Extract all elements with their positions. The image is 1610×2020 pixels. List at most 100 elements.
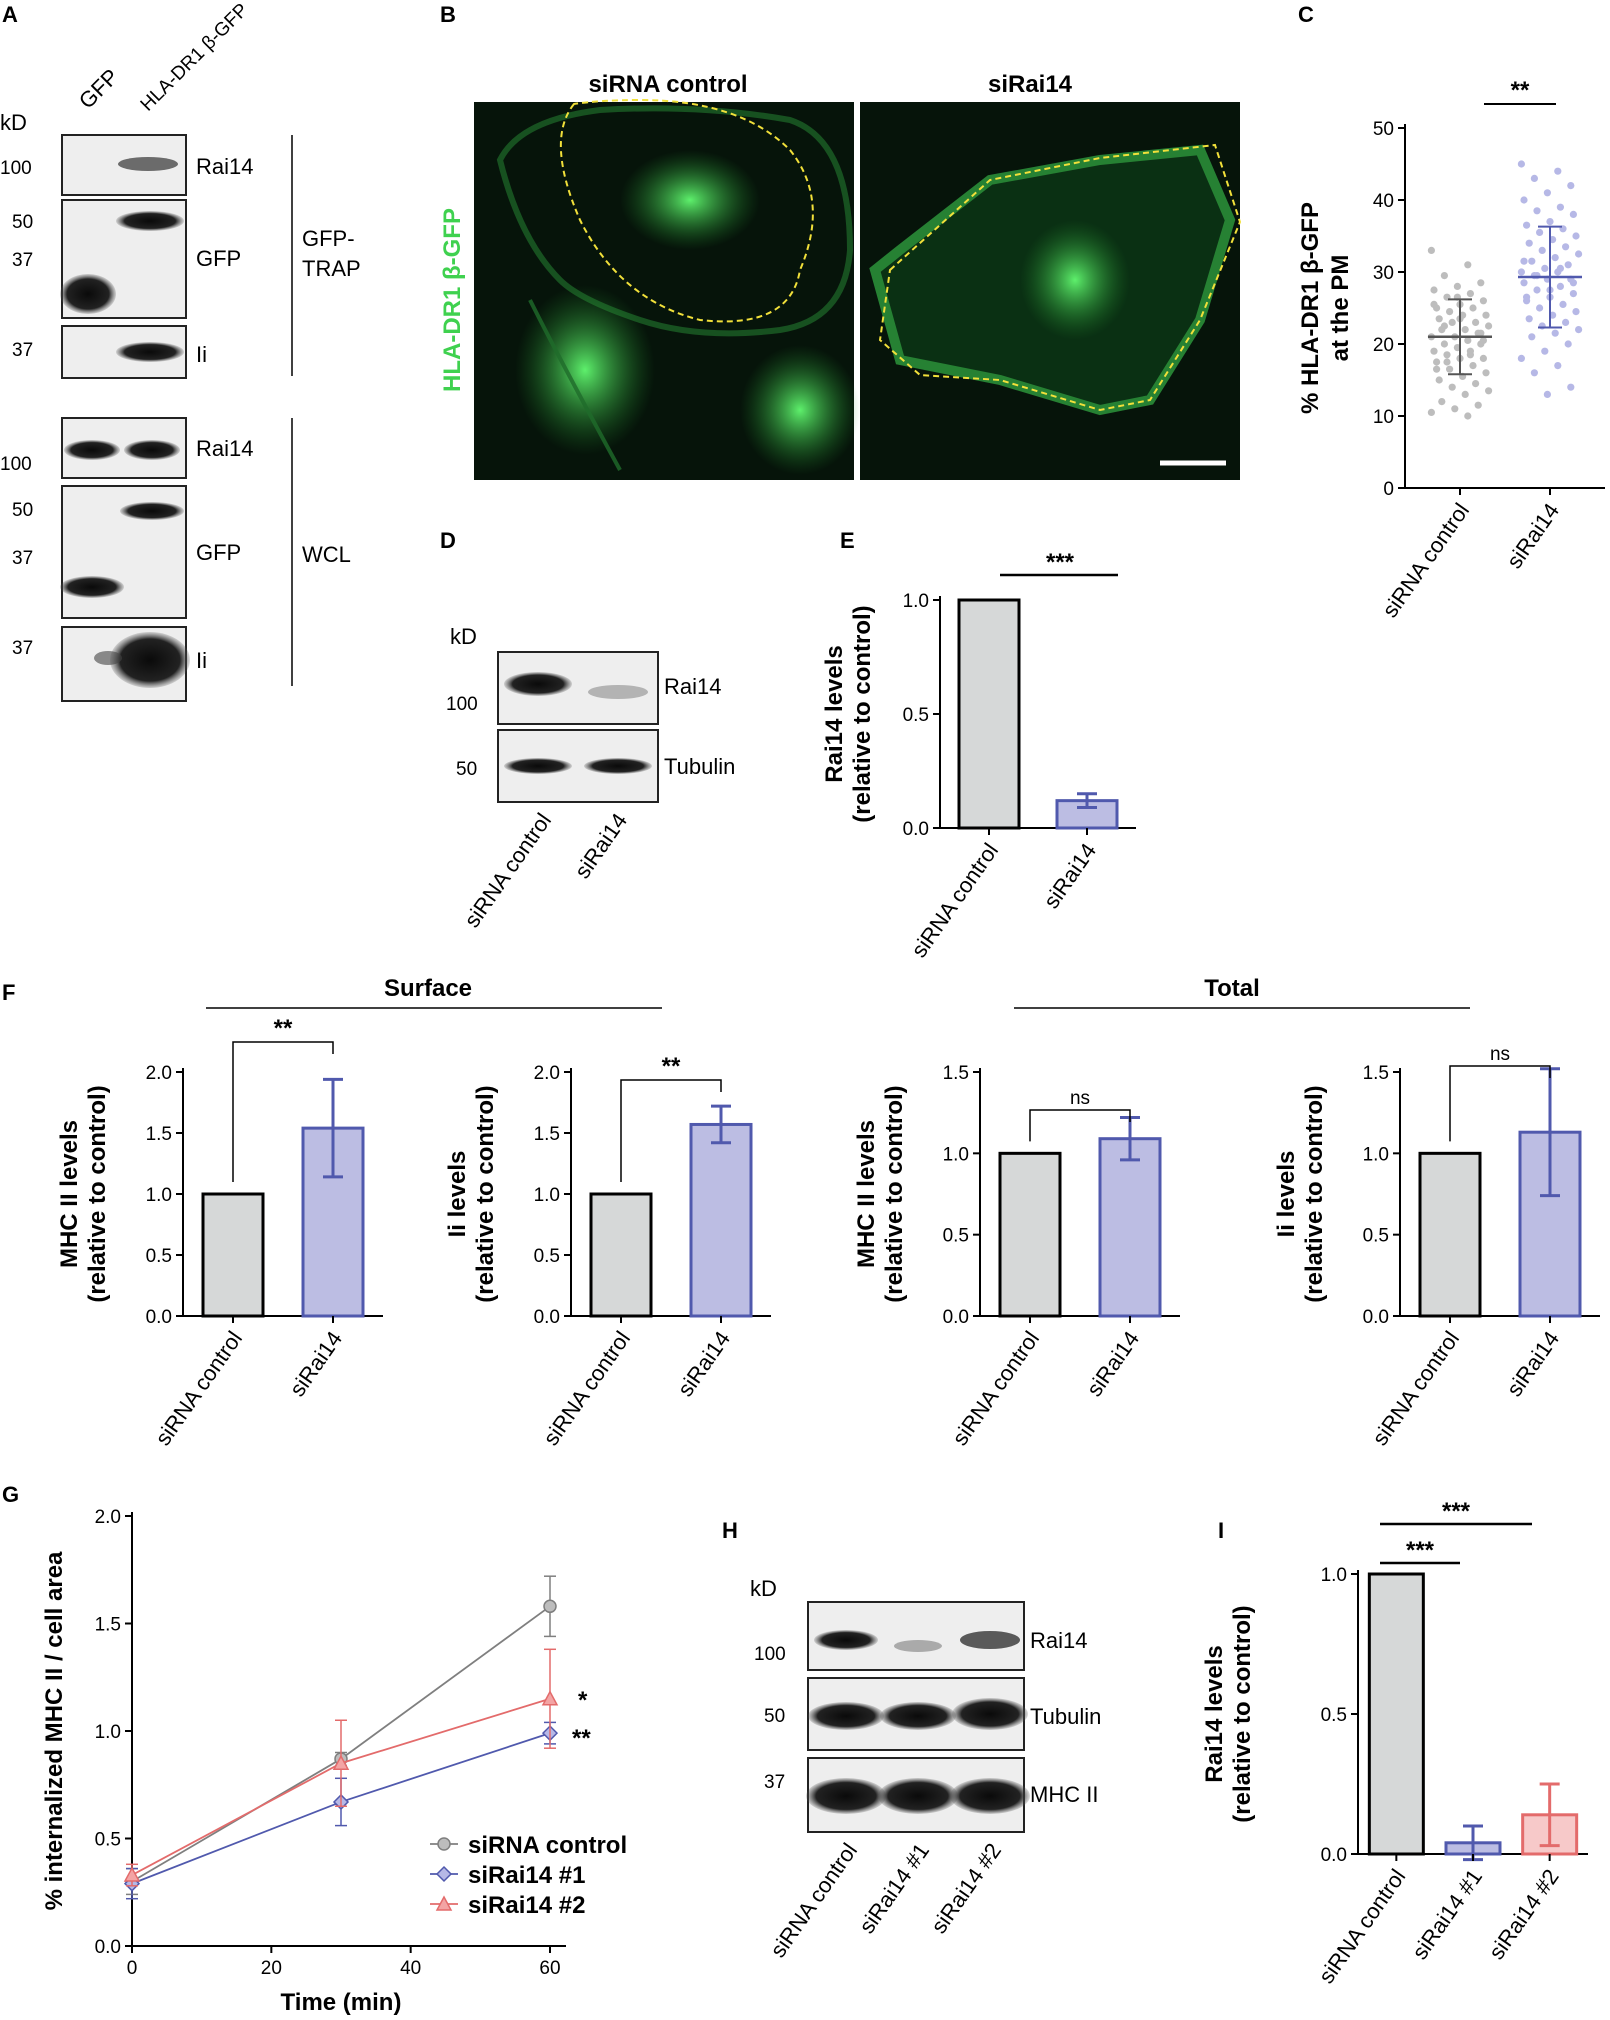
x-tick-label: siRNA control bbox=[1367, 1327, 1464, 1451]
y-tick-label: 0.5 bbox=[943, 1226, 969, 1247]
data-point bbox=[1482, 369, 1490, 377]
data-point bbox=[1466, 290, 1474, 298]
y-axis-label: MHC II levels bbox=[56, 1120, 83, 1268]
x-tick-label: 40 bbox=[400, 1958, 421, 1979]
marker: 50 bbox=[456, 759, 477, 780]
data-point bbox=[1554, 167, 1562, 175]
chart-e: 0.0 0.5 1.0 siRNA control siRai14 Rai14 level… bbox=[821, 549, 1136, 962]
bar bbox=[1098, 1137, 1162, 1318]
band-label: Tubulin bbox=[664, 754, 735, 779]
lane-label-gfp: GFP bbox=[74, 64, 124, 114]
panel-letter-c: C bbox=[1298, 2, 1314, 27]
panel-letter-f: F bbox=[2, 980, 15, 1005]
bar bbox=[689, 1122, 753, 1318]
data-point bbox=[1472, 380, 1480, 388]
y-tick-label: 50 bbox=[1373, 119, 1394, 140]
x-tick-label: siRNA control bbox=[1314, 1865, 1411, 1989]
y-axis-label: Rai14 levels bbox=[1201, 1645, 1228, 1782]
data-point bbox=[1525, 315, 1533, 323]
significance-bracket bbox=[1029, 1109, 1131, 1142]
significance-label: *** bbox=[1046, 549, 1075, 576]
kd-label-d: kD bbox=[450, 624, 477, 649]
data-point bbox=[1430, 286, 1438, 294]
data-point bbox=[1572, 308, 1580, 316]
significance-label: ns bbox=[1490, 1044, 1510, 1065]
x-tick-label: siRai14 bbox=[1502, 499, 1565, 573]
data-point bbox=[1528, 257, 1536, 265]
data-point bbox=[1485, 387, 1493, 395]
band bbox=[950, 1778, 1030, 1814]
data-point bbox=[1546, 218, 1554, 226]
data-point bbox=[1523, 221, 1531, 229]
data-point bbox=[1530, 174, 1538, 182]
panel-letter-e: E bbox=[840, 528, 855, 553]
band bbox=[880, 1702, 956, 1730]
y-axis-label: (relative to control) bbox=[881, 1085, 908, 1302]
data-point bbox=[1520, 196, 1528, 204]
y-tick-label: 1.5 bbox=[534, 1124, 560, 1145]
micrograph-left bbox=[474, 98, 860, 480]
data-point bbox=[1569, 290, 1577, 298]
y-tick-label: 1.0 bbox=[943, 1144, 969, 1165]
marker: 100 bbox=[0, 454, 32, 475]
lane-label: siRai14 bbox=[570, 809, 633, 883]
significance-bracket bbox=[620, 1079, 722, 1182]
data-point bbox=[1461, 326, 1469, 334]
marker: 50 bbox=[12, 212, 33, 233]
chart-f-surface-mhc: 0.0 0.5 1.0 1.5 2.0 siRNA control siRai14 MHC I… bbox=[56, 1015, 383, 1450]
chart-f-total-mhc: 0.0 0.5 1.0 1.5 siRNA control siRai14 MHC II l… bbox=[853, 1063, 1180, 1450]
data-point bbox=[1469, 304, 1477, 312]
data-point bbox=[1556, 203, 1564, 211]
x-tick-label: 0 bbox=[127, 1958, 138, 1979]
y-axis-label: (relative to control) bbox=[472, 1085, 499, 1302]
x-tick-label: siRNA control bbox=[150, 1327, 247, 1451]
data-point bbox=[1433, 365, 1441, 373]
band bbox=[64, 440, 120, 460]
x-tick-label: siRNA control bbox=[906, 839, 1003, 963]
significance-label: ** bbox=[274, 1015, 293, 1042]
data-point bbox=[1433, 358, 1441, 366]
data-point bbox=[541, 1690, 559, 1706]
band bbox=[960, 1631, 1020, 1649]
data-point bbox=[1569, 279, 1577, 287]
data-point bbox=[1533, 207, 1541, 215]
band bbox=[504, 758, 572, 774]
panel-letter-i: I bbox=[1218, 1518, 1224, 1543]
y-tick-label: 0.0 bbox=[1363, 1307, 1389, 1328]
bar bbox=[589, 1192, 653, 1318]
y-tick-label: 0.0 bbox=[1321, 1845, 1347, 1866]
y-tick-label: 0.0 bbox=[146, 1307, 172, 1328]
data-point bbox=[1440, 322, 1448, 330]
y-tick-label: 1.5 bbox=[146, 1124, 172, 1145]
y-tick-label: 30 bbox=[1373, 263, 1394, 284]
x-tick-label: siRai14 bbox=[1502, 1327, 1565, 1401]
x-tick-label: siRNA control bbox=[538, 1327, 635, 1451]
y-tick-label: 1.0 bbox=[146, 1185, 172, 1206]
band bbox=[878, 1778, 958, 1814]
marker: 37 bbox=[764, 1772, 785, 1793]
significance-label: ** bbox=[662, 1053, 681, 1080]
marker: 37 bbox=[12, 250, 33, 271]
data-point bbox=[1479, 354, 1487, 362]
data-point bbox=[1564, 340, 1572, 348]
y-tick-label: 0.0 bbox=[943, 1307, 969, 1328]
band bbox=[588, 685, 648, 699]
x-tick-label: siRai14 #2 bbox=[1484, 1865, 1564, 1964]
data-point bbox=[1448, 318, 1456, 326]
data-point bbox=[1520, 257, 1528, 265]
y-tick-label: 0.5 bbox=[903, 705, 929, 726]
data-point bbox=[1440, 340, 1448, 348]
y-axis-label: % internalized MHC II / cell area bbox=[41, 1551, 68, 1910]
micrograph-title-right: siRai14 bbox=[988, 71, 1073, 98]
bar bbox=[1418, 1151, 1482, 1318]
data-point bbox=[1443, 351, 1451, 359]
data-point bbox=[1520, 279, 1528, 287]
y-axis-label: (relative to control) bbox=[1301, 1085, 1328, 1302]
band bbox=[110, 632, 190, 688]
band-label: Ii bbox=[196, 342, 207, 367]
data-point bbox=[1451, 405, 1459, 413]
data-point bbox=[1448, 383, 1456, 391]
band bbox=[124, 440, 180, 460]
bar bbox=[201, 1192, 265, 1318]
marker: 100 bbox=[754, 1644, 786, 1665]
